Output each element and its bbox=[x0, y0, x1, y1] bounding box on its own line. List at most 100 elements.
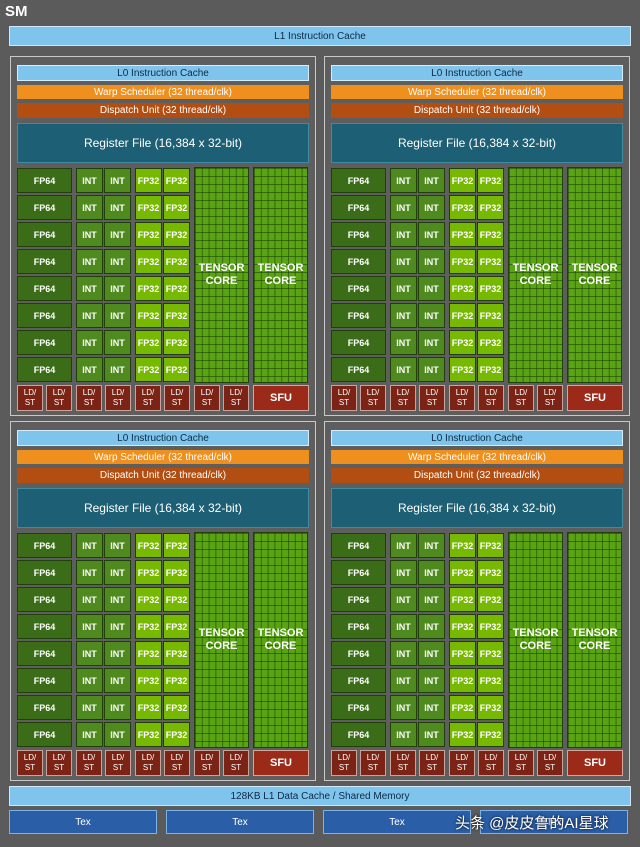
int-unit: INT bbox=[390, 357, 417, 382]
ld-st-label-line1: LD/ bbox=[455, 388, 469, 397]
fp64-unit: FP64 bbox=[331, 168, 386, 193]
ld-st-label-line1: LD/ bbox=[337, 753, 351, 762]
ld-st-unit: LD/ST bbox=[537, 385, 563, 411]
fp32-unit: FP32 bbox=[163, 195, 190, 220]
sfu-unit: SFU bbox=[253, 750, 309, 776]
ld-st-unit: LD/ST bbox=[17, 750, 43, 776]
fp32-unit: FP32 bbox=[135, 587, 162, 612]
int-unit: INT bbox=[418, 303, 445, 328]
ld-st-label-line1: LD/ bbox=[52, 753, 66, 762]
int-unit: INT bbox=[418, 330, 445, 355]
tex-unit: Tex bbox=[166, 810, 314, 834]
fp32-unit: FP32 bbox=[135, 276, 162, 301]
ld-st-label-line1: LD/ bbox=[514, 753, 528, 762]
fp64-unit: FP64 bbox=[331, 303, 386, 328]
int-unit: INT bbox=[104, 695, 131, 720]
int-unit: INT bbox=[104, 614, 131, 639]
fp32-unit: FP32 bbox=[135, 303, 162, 328]
tex-unit: Tex bbox=[323, 810, 471, 834]
ld-st-label-line1: LD/ bbox=[200, 753, 214, 762]
sm-title: SM bbox=[5, 3, 28, 20]
ld-st-label-line1: LD/ bbox=[141, 388, 155, 397]
fp32-unit: FP32 bbox=[135, 560, 162, 585]
l0-instruction-cache: L0 Instruction Cache bbox=[17, 65, 309, 81]
ld-st-label-line2: ST bbox=[544, 763, 556, 772]
l0-instruction-cache: L0 Instruction Cache bbox=[17, 430, 309, 446]
processing-block: L0 Instruction Cache Warp Scheduler (32 t… bbox=[324, 421, 630, 781]
fp32-unit: FP32 bbox=[163, 560, 190, 585]
int-unit: INT bbox=[76, 587, 103, 612]
int-unit: INT bbox=[76, 195, 103, 220]
ld-st-label-line1: LD/ bbox=[200, 388, 214, 397]
l0-instruction-cache: L0 Instruction Cache bbox=[331, 430, 623, 446]
fp32-unit: FP32 bbox=[135, 330, 162, 355]
fp32-unit: FP32 bbox=[163, 168, 190, 193]
fp32-unit: FP32 bbox=[163, 357, 190, 382]
fp64-unit: FP64 bbox=[17, 330, 72, 355]
ld-st-label-line1: LD/ bbox=[82, 753, 96, 762]
ld-st-unit: LD/ST bbox=[135, 385, 161, 411]
tex-unit: Tex bbox=[480, 810, 628, 834]
int-unit: INT bbox=[390, 303, 417, 328]
ld-st-label-line1: LD/ bbox=[396, 753, 410, 762]
int-unit: INT bbox=[76, 560, 103, 585]
ld-st-unit: LD/ST bbox=[331, 385, 357, 411]
fp64-unit: FP64 bbox=[331, 641, 386, 666]
int-unit: INT bbox=[104, 641, 131, 666]
int-unit: INT bbox=[76, 614, 103, 639]
int-unit: INT bbox=[418, 276, 445, 301]
tensor-core-label-line2: CORE bbox=[519, 640, 552, 652]
int-unit: INT bbox=[104, 533, 131, 558]
ld-st-label-line2: ST bbox=[397, 398, 409, 407]
fp32-unit: FP32 bbox=[135, 668, 162, 693]
fp32-unit: FP32 bbox=[135, 357, 162, 382]
tensor-core: TENSOR CORE bbox=[194, 532, 249, 748]
int-unit: INT bbox=[418, 357, 445, 382]
fp64-unit: FP64 bbox=[17, 357, 72, 382]
fp32-unit: FP32 bbox=[135, 195, 162, 220]
fp64-unit: FP64 bbox=[17, 533, 72, 558]
int-unit: INT bbox=[104, 249, 131, 274]
ld-st-label-line1: LD/ bbox=[23, 753, 37, 762]
tensor-core-label-line1: TENSOR bbox=[512, 627, 559, 639]
fp32-unit: FP32 bbox=[449, 330, 476, 355]
fp32-unit: FP32 bbox=[477, 276, 504, 301]
ld-st-label-line2: ST bbox=[171, 398, 183, 407]
int-unit: INT bbox=[390, 641, 417, 666]
int-unit: INT bbox=[390, 722, 417, 747]
tensor-core: TENSOR CORE bbox=[567, 532, 622, 748]
int-unit: INT bbox=[418, 614, 445, 639]
tensor-core: TENSOR CORE bbox=[194, 167, 249, 383]
fp32-unit: FP32 bbox=[135, 249, 162, 274]
int-unit: INT bbox=[76, 276, 103, 301]
tensor-core-label-line2: CORE bbox=[264, 640, 297, 652]
fp32-unit: FP32 bbox=[163, 222, 190, 247]
watermark: 头条 @皮皮鲁的AI星球 bbox=[455, 815, 609, 832]
fp32-unit: FP32 bbox=[449, 587, 476, 612]
int-unit: INT bbox=[104, 587, 131, 612]
fp32-unit: FP32 bbox=[163, 330, 190, 355]
ld-st-label-line1: LD/ bbox=[170, 753, 184, 762]
fp64-unit: FP64 bbox=[331, 614, 386, 639]
core-array: FP64 INT INT FP32 FP32 FP64 INT INT FP32 FP32 FP64… bbox=[331, 532, 623, 748]
tensor-core-label-line1: TENSOR bbox=[257, 262, 304, 274]
fp32-unit: FP32 bbox=[163, 668, 190, 693]
fp64-unit: FP64 bbox=[331, 330, 386, 355]
int-unit: INT bbox=[76, 695, 103, 720]
ld-st-label-line2: ST bbox=[338, 763, 350, 772]
fp32-unit: FP32 bbox=[477, 533, 504, 558]
int-unit: INT bbox=[390, 668, 417, 693]
ld-st-label-line1: LD/ bbox=[455, 753, 469, 762]
warp-scheduler: Warp Scheduler (32 thread/clk) bbox=[17, 85, 309, 99]
int-unit: INT bbox=[76, 722, 103, 747]
sfu-unit: SFU bbox=[253, 385, 309, 411]
ld-st-label-line2: ST bbox=[142, 398, 154, 407]
fp64-unit: FP64 bbox=[331, 533, 386, 558]
int-unit: INT bbox=[418, 668, 445, 693]
fp32-unit: FP32 bbox=[477, 695, 504, 720]
processing-block: L0 Instruction Cache Warp Scheduler (32 t… bbox=[10, 56, 316, 416]
ld-st-label-line1: LD/ bbox=[229, 388, 243, 397]
tensor-core: TENSOR CORE bbox=[508, 532, 563, 748]
ld-st-label-line1: LD/ bbox=[141, 753, 155, 762]
fp64-unit: FP64 bbox=[17, 641, 72, 666]
